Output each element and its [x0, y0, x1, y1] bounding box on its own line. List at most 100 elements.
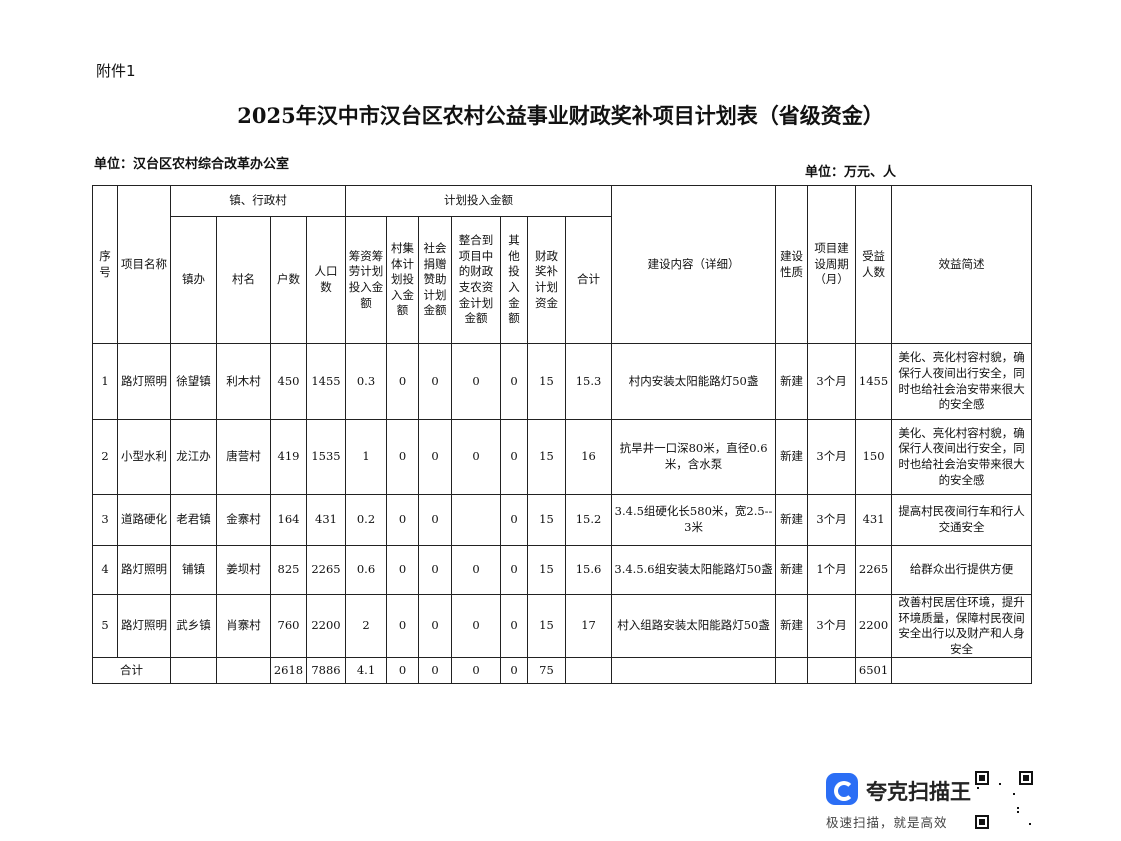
cell-name: 路灯照明	[117, 593, 171, 659]
cell-social: 0	[418, 545, 452, 595]
cell-nature: 新建	[775, 545, 809, 595]
cell-seq: 1	[92, 343, 118, 420]
cell-town: 龙江办	[170, 419, 217, 495]
cell-village: 唐营村	[216, 419, 271, 495]
cell-self-raise: 1	[345, 419, 387, 495]
cell-population: 1535	[306, 419, 346, 495]
totals-beneficiaries: 6501	[855, 657, 893, 685]
totals-fiscal: 75	[527, 657, 566, 685]
cell-beneficiaries: 2265	[855, 545, 893, 595]
cell-period: 3个月	[807, 419, 857, 495]
cell-town: 老君镇	[170, 494, 217, 546]
header-row-1: 序号 项目名称 镇、行政村 计划投入金额 建设内容（详细） 建设性质 项目建设周…	[92, 185, 1033, 344]
cell-village: 利木村	[216, 343, 271, 420]
header-benefit: 效益简述	[891, 185, 1033, 344]
cell-collective: 0	[386, 545, 419, 595]
cell-content: 村内安装太阳能路灯50盏	[611, 343, 777, 420]
cell-social: 0	[418, 343, 452, 420]
cell-beneficiaries: 150	[855, 419, 893, 495]
cell-seq: 3	[92, 494, 118, 546]
cell-integrated: 0	[451, 343, 501, 420]
cell-seq: 5	[92, 593, 118, 659]
totals-collective: 0	[386, 657, 419, 685]
cell-integrated: 0	[451, 545, 501, 595]
cell-households: 450	[270, 343, 307, 420]
cell-fiscal: 15	[527, 593, 566, 659]
cell-town: 武乡镇	[170, 593, 217, 659]
watermark-slogan: 极速扫描，就是高效	[826, 815, 948, 830]
table-row: 2 小型水利 龙江办 唐营村 419 1535 1 0 0 0 0 15 16 抗旱井一口深80米，直径0…	[92, 419, 1033, 495]
cell-social: 0	[418, 494, 452, 546]
cell-integrated	[451, 494, 501, 546]
cell-beneficiaries: 431	[855, 494, 893, 546]
header-beneficiaries: 受益人数	[855, 185, 893, 344]
totals-other: 0	[500, 657, 528, 685]
header-population: 人口数	[306, 216, 346, 344]
cell-self-raise: 2	[345, 593, 387, 659]
cell-nature: 新建	[775, 494, 809, 546]
project-plan-table: 序号 项目名称 镇、行政村 计划投入金额 建设内容（详细） 建设性质 项目建设周…	[92, 185, 1033, 685]
cell-integrated: 0	[451, 419, 501, 495]
cell-households: 164	[270, 494, 307, 546]
cell-households: 419	[270, 419, 307, 495]
header-town: 镇办	[170, 216, 217, 344]
header-village: 村名	[216, 216, 271, 344]
header-collective: 村集体计划投入金额	[386, 216, 419, 344]
cell-other: 0	[500, 494, 528, 546]
cell-name: 道路硬化	[117, 494, 171, 546]
cell-beneficiaries: 1455	[855, 343, 893, 420]
totals-integrated: 0	[451, 657, 501, 685]
cell-beneficiaries: 2200	[855, 593, 893, 659]
cell-fiscal: 15	[527, 494, 566, 546]
table-row: 5 路灯照明 武乡镇 肖寨村 760 2200 2 0 0 0 0 15 17 村入组路安装太阳能路灯50…	[92, 593, 1033, 659]
header-households: 户数	[270, 216, 307, 344]
quark-logo-icon	[826, 773, 858, 805]
cell-period: 3个月	[807, 494, 857, 546]
cell-total: 16	[564, 419, 613, 495]
cell-other: 0	[500, 343, 528, 420]
cell-self-raise: 0.2	[345, 494, 387, 546]
header-total: 合计	[564, 216, 613, 344]
document-title: 2025年汉中市汉台区农村公益事业财政奖补项目计划表（省级资金）	[237, 103, 884, 128]
cell-name: 路灯照明	[117, 545, 171, 595]
cell-village: 肖寨村	[216, 593, 271, 659]
cell-town: 铺镇	[170, 545, 217, 595]
cell-other: 0	[500, 545, 528, 595]
cell-total: 15.6	[564, 545, 613, 595]
cell-total: 17	[564, 593, 613, 659]
header-content: 建设内容（详细）	[611, 185, 777, 344]
totals-label: 合计	[92, 657, 171, 685]
header-row-2: 镇办 村名 户数 人口数 筹资筹劳计划投入金额 村集体计划投入金额 社会捐赠赞助…	[93, 216, 1032, 344]
cell-name: 小型水利	[117, 419, 171, 495]
qr-code-icon	[975, 771, 1033, 829]
cell-collective: 0	[386, 419, 419, 495]
cell-period: 3个月	[807, 593, 857, 659]
cell-village: 金寨村	[216, 494, 271, 546]
cell-total: 15.2	[564, 494, 613, 546]
header-self-raise: 筹资筹劳计划投入金额	[345, 216, 387, 344]
cell-collective: 0	[386, 593, 419, 659]
cell-benefit: 给群众出行提供方便	[891, 545, 1033, 595]
header-seq: 序号	[92, 185, 118, 344]
cell-self-raise: 0.6	[345, 545, 387, 595]
table-row: 3 道路硬化 老君镇 金寨村 164 431 0.2 0 0 0 15 15.2 3.4.5组硬化长58…	[92, 494, 1033, 546]
cell-population: 2200	[306, 593, 346, 659]
cell-total: 15.3	[564, 343, 613, 420]
header-social: 社会捐赠赞助计划金额	[418, 216, 452, 344]
header-nature: 建设性质	[775, 185, 809, 344]
cell-population: 431	[306, 494, 346, 546]
cell-benefit: 美化、亮化村容村貌，确保行人夜间出行安全，同时也给社会治安带来很大的安全感	[891, 419, 1033, 495]
cell-collective: 0	[386, 494, 419, 546]
cell-population: 1455	[306, 343, 346, 420]
cell-period: 3个月	[807, 343, 857, 420]
totals-social: 0	[418, 657, 452, 685]
cell-content: 抗旱井一口深80米，直径0.6米，含水泵	[611, 419, 777, 495]
cell-other: 0	[500, 593, 528, 659]
cell-benefit: 提高村民夜间行车和行人交通安全	[891, 494, 1033, 546]
cell-seq: 2	[92, 419, 118, 495]
cell-content: 3.4.5组硬化长580米，宽2.5--3米	[611, 494, 777, 546]
cell-benefit: 美化、亮化村容村貌，确保行人夜间出行安全，同时也给社会治安带来很大的安全感	[891, 343, 1033, 420]
unit-organization: 单位：汉台区农村综合改革办公室	[94, 157, 290, 172]
totals-self-raise: 4.1	[345, 657, 387, 685]
totals-row: 合计 2618 7886 4.1 0 0 0 0 75 6501	[92, 657, 1033, 685]
